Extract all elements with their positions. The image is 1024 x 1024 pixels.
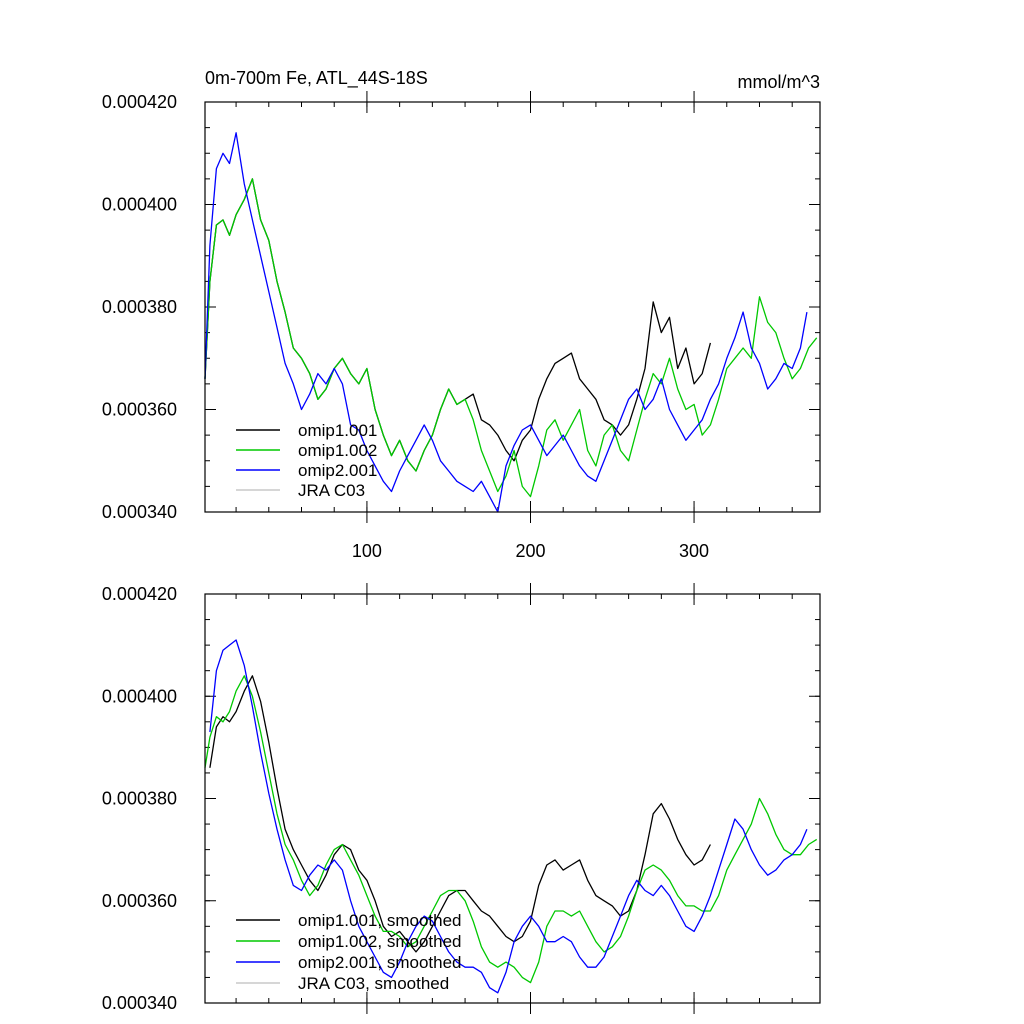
legend-label: omip2.001 [298, 461, 377, 480]
legend-label: JRA C03 [298, 481, 365, 500]
legend: omip1.001, smoothed omip1.002, smoothed om… [236, 911, 462, 993]
x-tick-label: 300 [679, 541, 709, 561]
y-tick-label: 0.000420 [102, 584, 177, 604]
legend-label: omip1.001 [298, 421, 377, 440]
legend-label: omip1.002, smoothed [298, 932, 462, 951]
y-tick-label: 0.000420 [102, 92, 177, 112]
y-tick-label: 0.000380 [102, 297, 177, 317]
y-tick-label: 0.000360 [102, 400, 177, 420]
series-line-0-0 [204, 178, 712, 472]
series-line-1-2 [209, 639, 808, 994]
series-line-0-2 [204, 132, 808, 513]
units-label: mmol/m^3 [738, 72, 820, 92]
series-line-0-1 [204, 178, 818, 498]
y-tick-label: 0.000400 [102, 195, 177, 215]
x-tick-label: 100 [352, 541, 382, 561]
y-tick-label: 0.000400 [102, 686, 177, 706]
chart-title: 0m-700m Fe, ATL_44S-18S [205, 68, 428, 89]
panel-annual: 0.000340 0.000360 0.000380 0.000400 0.000420… [102, 91, 821, 561]
y-tick-label: 0.000340 [102, 993, 177, 1013]
legend-label: JRA C03, smoothed [298, 974, 449, 993]
x-tick-label: 200 [515, 541, 545, 561]
legend-label: omip2.001, smoothed [298, 953, 462, 972]
y-tick-label: 0.000340 [102, 502, 177, 522]
panel-smoothed: 0.000340 0.000360 0.000380 0.000400 0.000420… [102, 583, 821, 1014]
legend-label: omip1.001, smoothed [298, 911, 462, 930]
y-tick-label: 0.000380 [102, 789, 177, 809]
plot-frame [204, 101, 821, 513]
plot-frame [204, 593, 821, 1004]
series-line-1-1 [204, 675, 818, 984]
y-tick-label: 0.000360 [102, 891, 177, 911]
legend-label: omip1.002 [298, 441, 377, 460]
